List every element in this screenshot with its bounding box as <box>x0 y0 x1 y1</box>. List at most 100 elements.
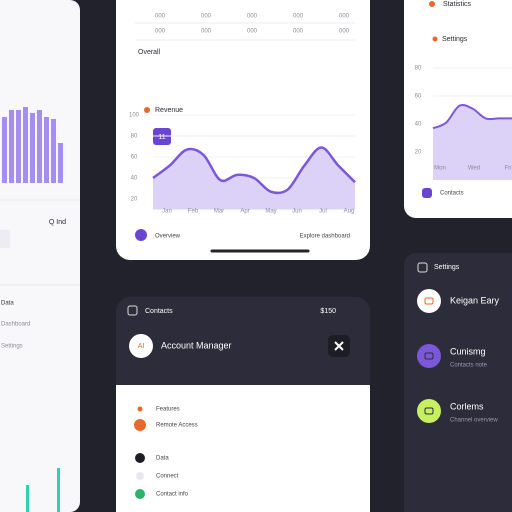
icon <box>136 472 144 480</box>
x-tick-label: Wed <box>468 166 480 172</box>
icon <box>144 107 150 113</box>
list-area <box>116 385 370 512</box>
x-tick-label: Mon <box>434 166 446 172</box>
bar <box>58 143 63 183</box>
icon <box>135 489 145 499</box>
x-tick-label: Feb <box>188 209 199 215</box>
x-tick-label: Apr <box>240 209 249 215</box>
label: Q Ind <box>49 219 66 226</box>
item-subtitle: Channel overview <box>450 418 498 424</box>
area-fill <box>433 104 512 180</box>
account-name: Account Manager <box>161 340 232 350</box>
avatar-text: AI <box>138 343 145 350</box>
list-item: Connect <box>156 474 179 480</box>
icon <box>134 419 146 431</box>
footer-text: Overview <box>155 234 181 240</box>
bar <box>57 468 60 512</box>
y-tick-label: 80 <box>131 134 138 140</box>
y-tick-label: 60 <box>131 155 138 161</box>
y-tick-label: 40 <box>415 122 422 128</box>
y-tick-label: 20 <box>131 197 138 203</box>
table-cell: 000 <box>155 14 166 20</box>
input <box>0 230 10 248</box>
table-cell: 000 <box>339 14 350 20</box>
item-title: Corlems <box>450 401 484 411</box>
card-header: Contacts <box>145 308 173 315</box>
icon <box>432 36 438 42</box>
x-tick-label: May <box>265 209 276 215</box>
section: Data <box>1 301 14 307</box>
avatar <box>417 289 441 313</box>
settings-card <box>404 253 512 512</box>
card-header: Settings <box>434 264 460 271</box>
left-panel <box>0 0 80 512</box>
avatar-icon <box>424 352 434 360</box>
line <box>152 146 356 195</box>
area-chart: 20 40 60 80 100 Jan Feb Mar Apr May Jun Jul Aug <box>129 113 356 215</box>
y-tick-label: 20 <box>415 150 422 156</box>
icon <box>429 1 435 7</box>
y-tick-label: 80 <box>415 66 422 72</box>
x-tick-label: Jun <box>292 209 302 215</box>
card-title: Settings <box>442 36 468 43</box>
y-tick-label: 100 <box>129 113 140 119</box>
icon <box>137 406 143 412</box>
icon <box>135 453 145 463</box>
list-item: Data <box>156 456 169 462</box>
link[interactable]: Explore dashboard <box>300 234 350 240</box>
row: Settings <box>1 344 23 350</box>
footer-text: Contacts <box>440 191 464 197</box>
bar <box>37 110 42 183</box>
icon <box>127 305 138 316</box>
item-subtitle: Contacts note <box>450 363 488 369</box>
list: Features Remote Access Data Connect Contact … <box>134 406 198 499</box>
avatar <box>417 344 441 368</box>
table-cell: 000 <box>201 29 212 35</box>
avatar-icon <box>424 297 434 305</box>
x-tick-label: Fri <box>505 166 512 172</box>
bar <box>26 485 29 512</box>
bar-chart <box>2 107 63 512</box>
y-tick-label: 40 <box>131 176 138 182</box>
bar <box>2 117 7 183</box>
bar <box>16 110 21 183</box>
line-chart: 20 40 60 80 Mon Wed Fri <box>415 66 512 180</box>
y-tick-label: 60 <box>415 94 422 100</box>
bar <box>30 113 35 183</box>
icon <box>422 188 432 198</box>
x-tick-label: Jan <box>162 209 172 215</box>
amount: $150 <box>320 308 336 315</box>
card-title: Overall <box>138 49 161 56</box>
list-item: Contact info <box>156 492 189 498</box>
x-tick-label: Mar <box>214 209 224 215</box>
table-cell: 000 <box>155 29 166 35</box>
line <box>432 103 512 130</box>
avatar <box>129 334 153 358</box>
bar <box>44 117 49 183</box>
close-icon <box>334 341 344 351</box>
x-tick-label: Aug <box>344 209 355 215</box>
item-title: Cunismg <box>450 346 486 356</box>
table-cell: 000 <box>339 29 350 35</box>
icon <box>417 262 428 273</box>
table-cell: 000 <box>247 14 258 20</box>
bar <box>9 110 14 183</box>
row: Dashboard <box>1 322 30 328</box>
bar <box>51 119 56 183</box>
card-header: Statistics <box>443 1 472 8</box>
list: Keigan Eary Cunismg Contacts note Corlems Ch… <box>417 289 500 424</box>
bar <box>23 107 28 183</box>
table-cell: 000 <box>201 14 212 20</box>
table-cell: 000 <box>293 29 304 35</box>
avatar-icon <box>424 407 434 415</box>
list-item: Remote Access <box>156 423 198 429</box>
chart-title: Revenue <box>155 107 183 114</box>
avatar <box>417 399 441 423</box>
item-title: Keigan Eary <box>450 295 500 305</box>
table-cell: 000 <box>293 14 304 20</box>
list-item: Features <box>156 407 180 413</box>
table: 000 000 000 000 000 000 000 000 000 000 <box>155 14 350 35</box>
badge-text: 11 <box>158 134 165 141</box>
icon <box>135 229 147 241</box>
